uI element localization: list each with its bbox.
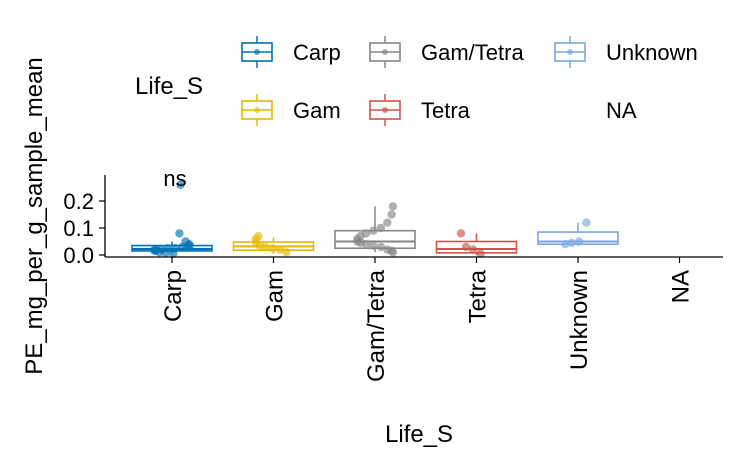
legend: Life_S Carp Gam/Tetra Unknown Gam Tetra NA [135,36,698,126]
y-axis-label: PE_mg_per_g_sample_mean [21,57,48,375]
legend-label: Carp [293,40,341,65]
point-gam-tetra [387,210,396,219]
legend-label: Unknown [606,40,698,65]
plot-area: ns [131,166,619,258]
point-carp [175,229,184,238]
legend-label: Gam/Tetra [421,40,524,65]
legend-label: Tetra [421,98,471,123]
point-unknown [567,238,576,248]
point-gam-tetra [362,240,371,249]
point-gam-tetra [376,223,386,233]
point-carp [169,249,178,258]
x-tick-label-unknown: Unknown [566,270,593,370]
y-tick-label: 0.1 [63,216,94,241]
legend-title: Life_S [135,73,203,100]
legend-key-gam-tetra [369,36,401,68]
x-tick-label-na: NA [668,270,695,303]
legend-entry-gam: Gam [241,94,341,126]
x-tick-label-carp: Carp [160,270,187,322]
point-carp [155,248,164,257]
point-tetra [461,242,471,252]
legend-key-gam [241,94,273,126]
point-gam-tetra [383,218,392,227]
x-tick-label-gam: Gam [262,270,289,322]
significance-annotation: ns [163,166,186,191]
point-gam [261,242,270,252]
legend-key-carp [241,36,273,68]
legend-key-tetra [369,94,401,126]
legend-label: NA [606,98,637,123]
point-unknown [561,240,570,249]
legend-entry-na: NA [606,98,637,123]
point-tetra [456,229,466,238]
point-carp [176,180,185,189]
point-tetra [476,249,485,258]
point-gam-tetra [388,248,398,257]
point-gam [282,248,291,257]
legend-key-unknown [554,36,586,68]
point-gam [275,245,285,254]
x-tick-label-gam-tetra: Gam/Tetra [363,269,390,382]
point-gam [268,244,277,253]
axes: 0.00.10.2 Carp Gam Gam/Tetra Tetra Unknown NA… [21,57,723,448]
point-unknown [574,237,584,246]
y-tick-label: 0.2 [63,189,94,214]
point-carp [177,242,187,252]
y-tick-label: 0.0 [63,243,94,268]
point-tetra [468,245,478,254]
point-unknown [582,218,591,227]
legend-entry-carp: Carp [241,36,341,68]
point-gam-tetra [376,242,386,252]
point-carp [161,248,170,258]
point-gam-tetra [369,226,378,235]
legend-entry-tetra: Tetra [369,94,471,126]
x-axis-label: Life_S [385,421,453,448]
point-gam-tetra [388,202,398,211]
legend-label: Gam [293,98,341,123]
point-gam-tetra [369,241,378,250]
legend-entry-unknown: Unknown [554,36,698,68]
x-tick-label-tetra: Tetra [465,269,492,323]
legend-entry-gam-tetra: Gam/Tetra [369,36,524,68]
